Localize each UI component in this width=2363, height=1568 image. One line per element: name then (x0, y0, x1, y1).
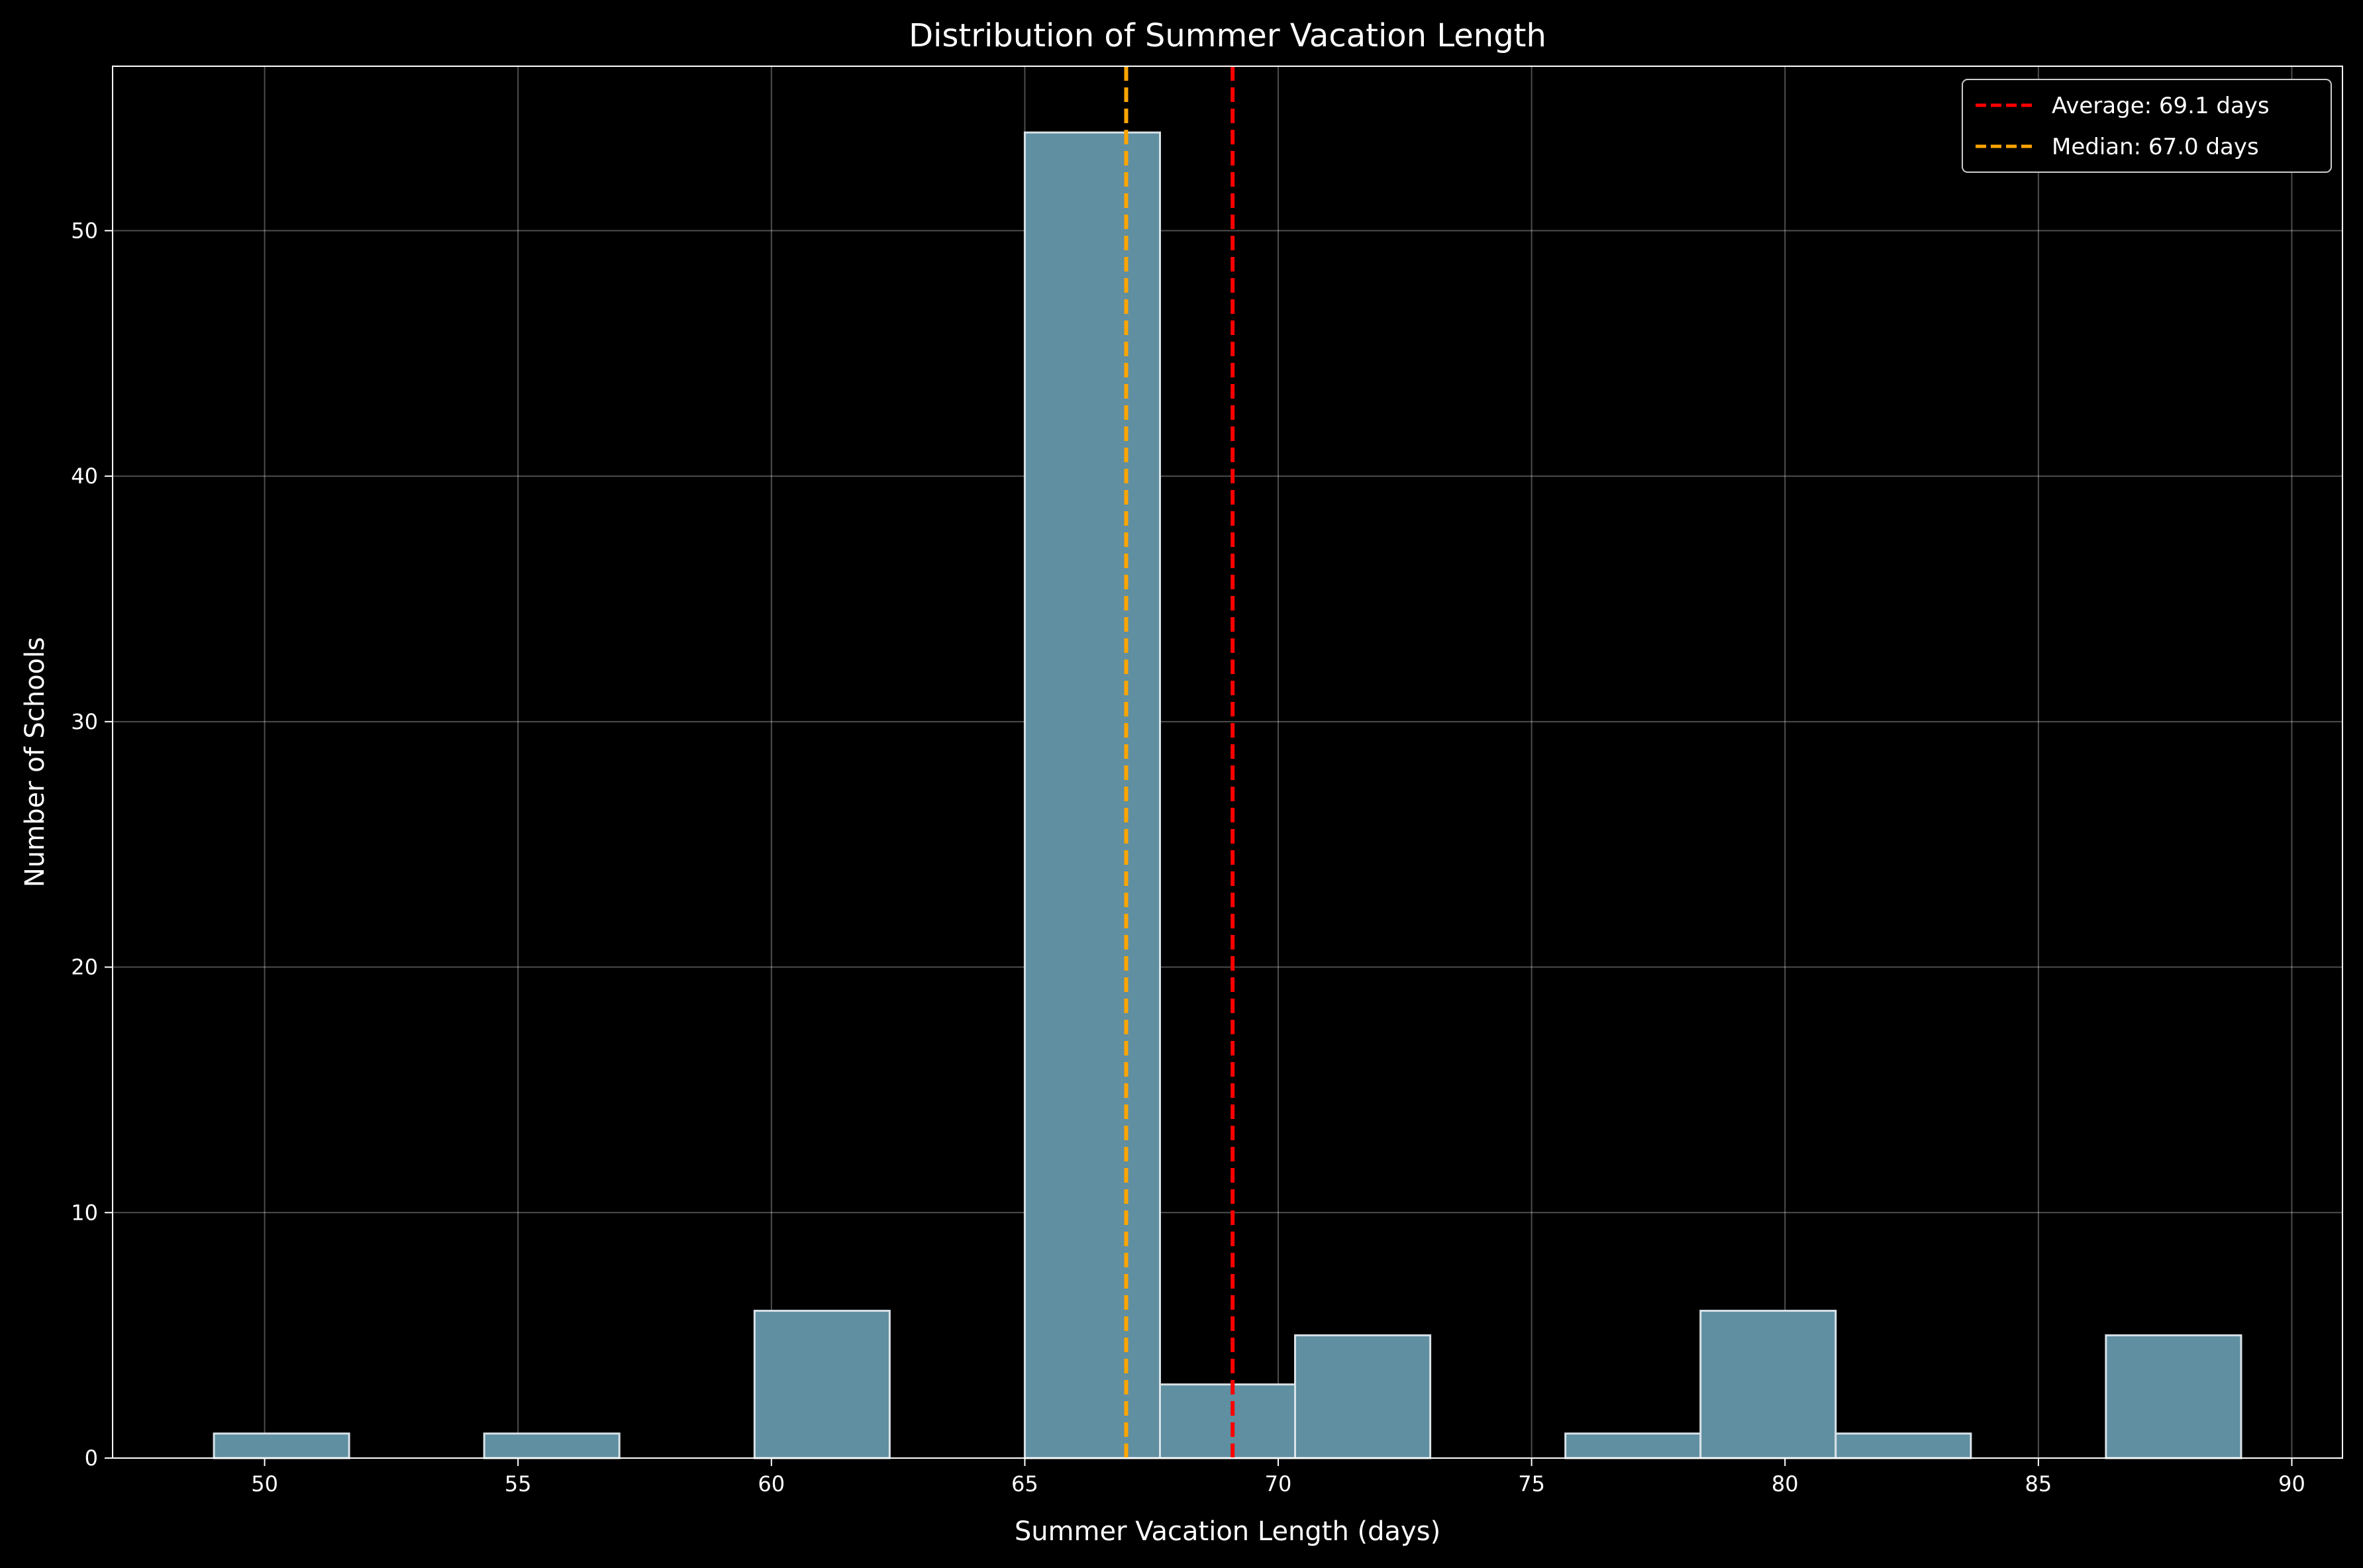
x-tick-label: 55 (505, 1471, 532, 1496)
histogram-bar (1564, 1432, 1702, 1459)
histogram-bar (1023, 131, 1161, 1459)
histogram-bars (213, 131, 2242, 1459)
x-tick-label: 70 (1265, 1471, 1292, 1496)
y-tick-label: 0 (85, 1446, 98, 1471)
histogram-bar (1158, 1383, 1297, 1459)
x-tick-label: 60 (758, 1471, 785, 1496)
x-tick-label: 65 (1011, 1471, 1038, 1496)
grid-lines (113, 66, 2342, 1459)
y-tick-label: 50 (71, 218, 98, 243)
y-tick-label: 40 (71, 464, 98, 489)
x-axis-ticks: 50 55 60 65 70 75 80 85 90 (251, 1458, 2305, 1496)
x-tick-label: 75 (1518, 1471, 1545, 1496)
x-tick-label: 80 (1772, 1471, 1799, 1496)
y-tick-label: 20 (71, 955, 98, 980)
y-tick-label: 10 (71, 1200, 98, 1225)
histogram-bar (2105, 1334, 2242, 1459)
legend-label-median: Median: 67.0 days (2052, 134, 2259, 160)
y-axis-title: Number of Schools (20, 637, 50, 887)
legend-box (1962, 79, 2332, 173)
legend-label-average: Average: 69.1 days (2052, 93, 2270, 119)
x-tick-label: 85 (2025, 1471, 2052, 1496)
histogram-bar (1699, 1310, 1837, 1459)
legend: Average: 69.1 days Median: 67.0 days (1962, 79, 2332, 173)
x-tick-label: 90 (2278, 1471, 2305, 1496)
histogram-bar (1294, 1334, 1432, 1459)
y-axis-ticks: 0 10 20 30 40 50 (71, 218, 113, 1471)
plot-frame (112, 66, 2343, 1459)
histogram-bar (1835, 1432, 1972, 1459)
y-tick-label: 30 (71, 709, 98, 734)
histogram-bar (213, 1432, 350, 1459)
histogram-bar (483, 1432, 621, 1459)
chart-title: Distribution of Summer Vacation Length (909, 17, 1546, 54)
x-tick-label: 50 (251, 1471, 278, 1496)
x-axis-title: Summer Vacation Length (days) (1015, 1516, 1440, 1547)
histogram-bar (753, 1310, 891, 1459)
